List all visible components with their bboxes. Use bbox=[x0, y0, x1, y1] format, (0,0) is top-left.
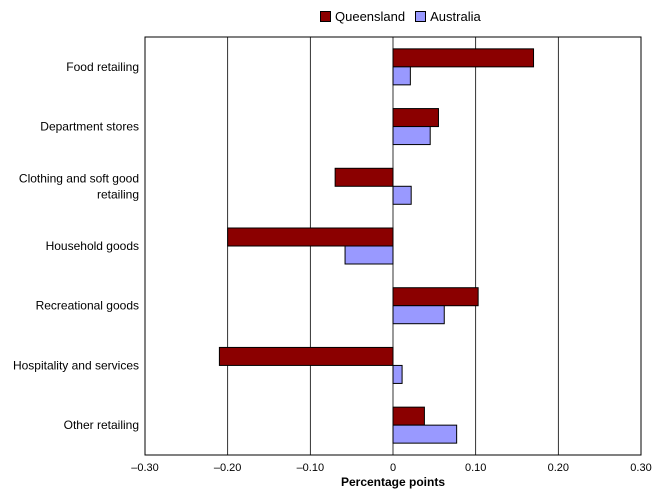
category-label: Clothing and soft good retailing bbox=[19, 171, 139, 201]
bar-australia bbox=[392, 305, 445, 325]
category-label: Recreational goods bbox=[36, 299, 139, 313]
x-axis-title: Percentage points bbox=[340, 475, 446, 489]
chart-legend: Queensland Australia bbox=[320, 9, 491, 24]
bar-queensland bbox=[227, 227, 394, 247]
legend-item-australia: Australia bbox=[415, 9, 481, 24]
legend-label-australia: Australia bbox=[430, 9, 481, 24]
x-tick-label: –0.10 bbox=[297, 462, 325, 474]
category-label: Food retailing bbox=[66, 60, 139, 74]
bar-australia bbox=[344, 245, 394, 265]
bar-queensland bbox=[392, 48, 535, 68]
legend-swatch-australia bbox=[415, 11, 427, 22]
x-tick-label: 0.10 bbox=[465, 462, 486, 474]
bar-queensland bbox=[392, 287, 479, 307]
bar-australia bbox=[392, 185, 412, 205]
bar-queensland bbox=[334, 167, 394, 187]
x-tick-label: 0.30 bbox=[630, 462, 651, 474]
category-label: Other retailing bbox=[64, 418, 139, 432]
bar-australia bbox=[392, 126, 431, 146]
bar-australia bbox=[392, 364, 403, 384]
bar-australia bbox=[392, 66, 411, 86]
x-tick-label: –0.20 bbox=[214, 462, 242, 474]
x-tick-label: 0.20 bbox=[548, 462, 569, 474]
legend-label-queensland: Queensland bbox=[335, 9, 406, 24]
x-tick-label: –0.30 bbox=[131, 462, 159, 474]
bar-queensland bbox=[218, 346, 394, 366]
bar-queensland bbox=[392, 406, 425, 426]
legend-item-queensland: Queensland bbox=[320, 9, 405, 24]
category-label: Hospitality and services bbox=[13, 358, 139, 372]
category-label: Household goods bbox=[46, 239, 139, 253]
legend-swatch-queensland bbox=[320, 11, 331, 22]
x-tick-label: 0 bbox=[390, 462, 396, 474]
category-label: Department stores bbox=[40, 120, 139, 134]
bar-queensland bbox=[392, 108, 439, 128]
bar-australia bbox=[392, 424, 458, 444]
